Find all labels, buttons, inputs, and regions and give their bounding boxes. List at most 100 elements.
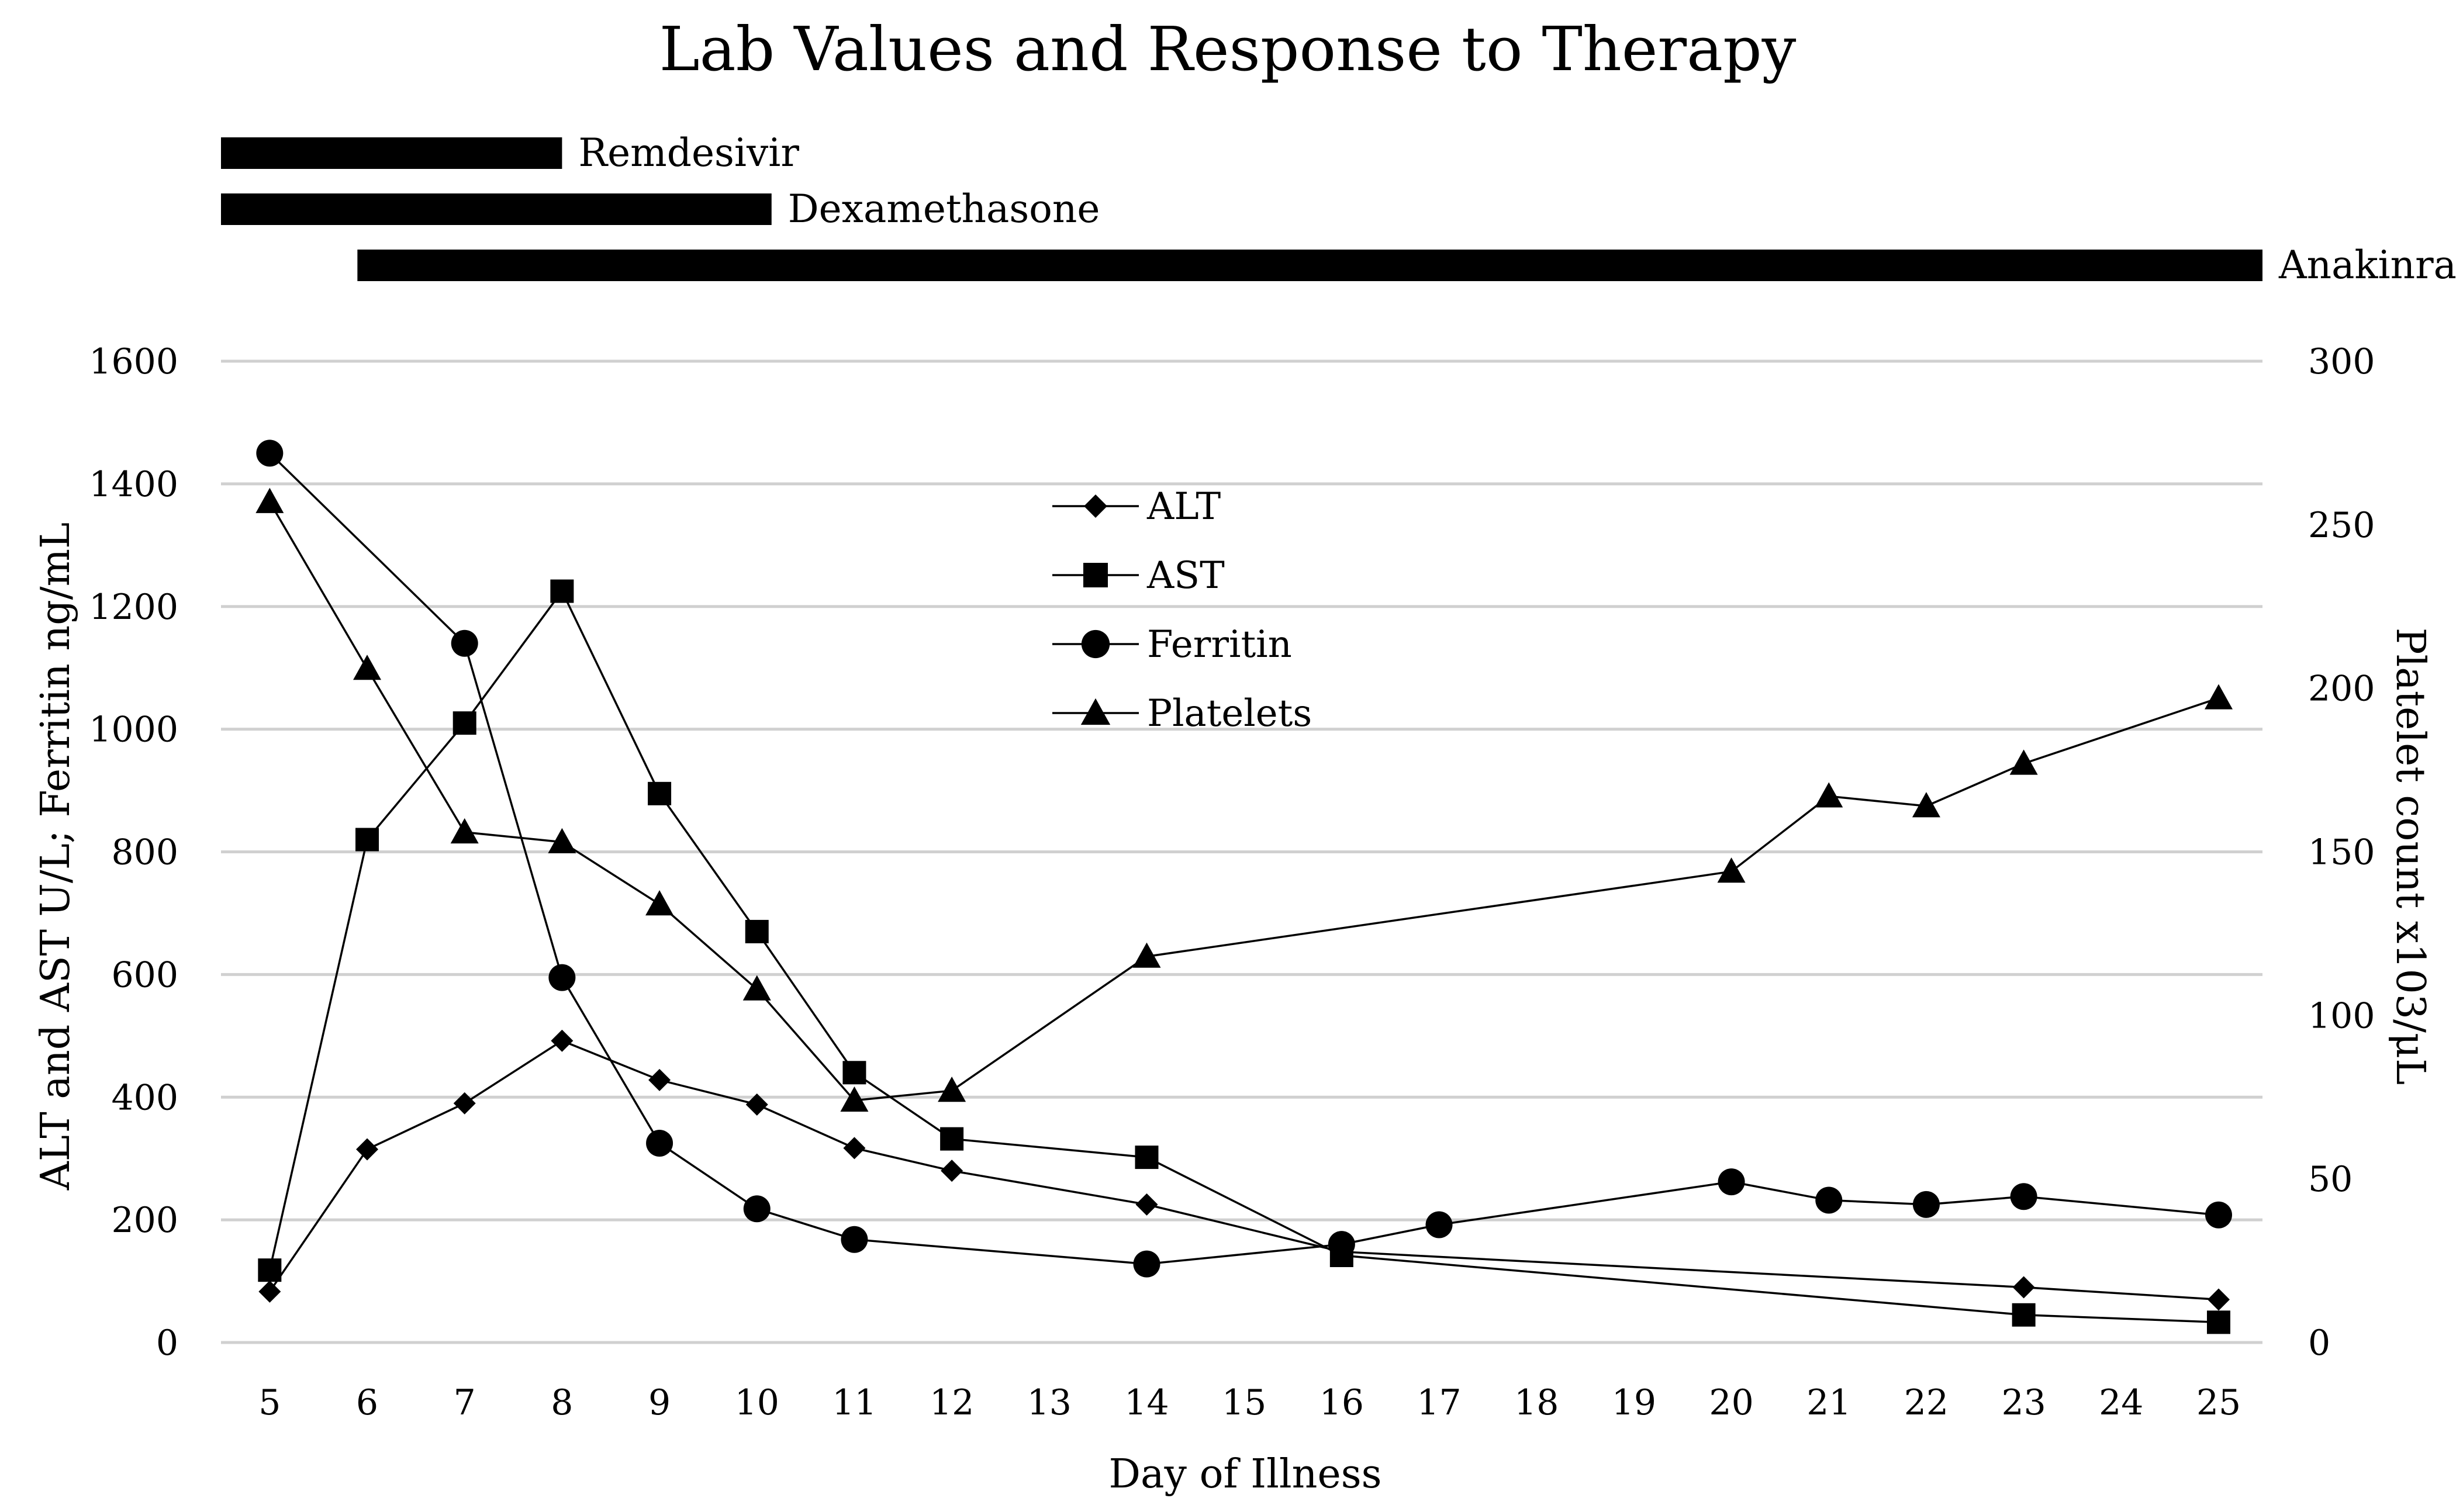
gridlines bbox=[221, 359, 2262, 1344]
left-axis-ticks: 0 200 400 600 800 1000 1200 1400 1600 bbox=[89, 341, 178, 1364]
series-line-alt bbox=[268, 1039, 2219, 1301]
data-point-ast bbox=[1135, 1146, 1159, 1170]
data-point-ferritin bbox=[743, 1195, 771, 1223]
data-point-platelets bbox=[353, 655, 382, 680]
x-tick-label: 7 bbox=[454, 1382, 476, 1423]
legend-item-alt: ALT bbox=[1052, 485, 1221, 528]
series-platelets bbox=[255, 487, 2233, 1112]
data-point-platelets bbox=[1815, 782, 1843, 808]
data-point-ferritin bbox=[841, 1226, 868, 1253]
y2-tick-label: 50 bbox=[2308, 1159, 2353, 1200]
y2-tick-label: 200 bbox=[2308, 669, 2375, 710]
data-point-ast bbox=[452, 711, 476, 735]
y-tick-label: 1200 bbox=[89, 587, 178, 628]
y2-tick-label: 100 bbox=[2308, 995, 2375, 1036]
data-point-ferritin bbox=[1425, 1211, 1453, 1238]
data-point-alt bbox=[843, 1137, 866, 1160]
data-point-ast bbox=[940, 1127, 964, 1151]
data-point-alt bbox=[648, 1068, 671, 1091]
series-line-platelets bbox=[268, 501, 2219, 1102]
y2-tick-label: 300 bbox=[2308, 341, 2375, 382]
data-point-ferritin bbox=[2010, 1183, 2037, 1210]
data-point-platelets bbox=[1912, 792, 1940, 818]
legend-label: AST bbox=[1146, 554, 1225, 597]
therapy-bars: Remdesivir Dexamethasone Anakinra bbox=[221, 130, 2457, 288]
data-point-ferritin bbox=[548, 964, 576, 991]
y-axis-title: ALT and AST U/L; Ferritin ng/mL bbox=[33, 523, 79, 1191]
data-point-platelets bbox=[255, 487, 284, 513]
x-tick-label: 17 bbox=[1417, 1382, 1461, 1423]
data-point-platelets bbox=[742, 975, 771, 1001]
data-point-ast bbox=[842, 1061, 866, 1085]
data-point-alt bbox=[745, 1093, 768, 1116]
data-point-ferritin bbox=[256, 440, 284, 467]
x-tick-label: 16 bbox=[1319, 1382, 1364, 1423]
legend-label: Ferritin bbox=[1147, 623, 1292, 666]
data-point-ast bbox=[2206, 1310, 2230, 1334]
y2-axis-title: Platelet count x103/μL bbox=[2387, 628, 2433, 1085]
x-tick-label: 18 bbox=[1514, 1382, 1559, 1423]
data-point-ast bbox=[550, 579, 574, 603]
data-point-alt bbox=[551, 1029, 574, 1052]
y-tick-label: 1400 bbox=[89, 464, 178, 505]
y-tick-label: 800 bbox=[111, 832, 178, 873]
data-point-platelets bbox=[938, 1077, 966, 1102]
data-point-ast bbox=[648, 781, 672, 805]
data-point-ast bbox=[745, 919, 769, 943]
data-point-ferritin bbox=[1328, 1231, 1355, 1258]
x-tick-label: 15 bbox=[1222, 1382, 1266, 1423]
series-alt bbox=[258, 1029, 2230, 1311]
therapy-label-remdesivir: Remdesivir bbox=[578, 130, 799, 175]
x-tick-label: 6 bbox=[356, 1382, 378, 1423]
legend-item-ferritin: Ferritin bbox=[1052, 623, 1292, 666]
chart-title: Lab Values and Response to Therapy bbox=[659, 13, 1797, 85]
y2-tick-label: 150 bbox=[2308, 832, 2375, 873]
series-line-ast bbox=[268, 589, 2219, 1324]
data-point-ferritin bbox=[1815, 1186, 1843, 1214]
legend-label: ALT bbox=[1146, 485, 1221, 528]
series-ferritin bbox=[256, 440, 2232, 1278]
data-point-platelets bbox=[2204, 684, 2233, 710]
legend-marker bbox=[1083, 563, 1108, 587]
data-point-platelets bbox=[2009, 749, 2038, 775]
data-point-ferritin bbox=[646, 1129, 673, 1157]
x-tick-label: 13 bbox=[1027, 1382, 1072, 1423]
legend-marker bbox=[1081, 629, 1110, 659]
legend-label: Platelets bbox=[1147, 692, 1312, 735]
data-point-platelets bbox=[840, 1086, 869, 1112]
data-point-alt bbox=[356, 1138, 379, 1161]
x-tick-label: 10 bbox=[735, 1382, 779, 1423]
x-axis-title: Day of Illness bbox=[1108, 1451, 1381, 1497]
x-tick-label: 23 bbox=[2001, 1382, 2046, 1423]
x-tick-label: 11 bbox=[832, 1382, 876, 1423]
legend: ALT AST Ferritin Platelets bbox=[1052, 485, 1312, 735]
data-point-platelets bbox=[450, 818, 479, 844]
x-tick-label: 20 bbox=[1709, 1382, 1753, 1423]
y-tick-label: 400 bbox=[111, 1077, 178, 1118]
y-tick-label: 600 bbox=[111, 954, 178, 995]
data-point-alt bbox=[258, 1280, 281, 1303]
x-tick-label: 25 bbox=[2196, 1382, 2241, 1423]
x-tick-label: 9 bbox=[648, 1382, 671, 1423]
data-point-ast bbox=[355, 828, 379, 852]
y-tick-label: 1000 bbox=[89, 710, 178, 750]
series-line-ferritin bbox=[269, 452, 2219, 1265]
x-tick-label: 8 bbox=[551, 1382, 573, 1423]
right-axis-ticks: 0 50 100 150 200 250 300 bbox=[2308, 341, 2375, 1364]
y-tick-label: 1600 bbox=[89, 341, 178, 382]
therapy-label-dexamethasone: Dexamethasone bbox=[788, 186, 1100, 231]
series bbox=[255, 440, 2233, 1334]
y-tick-label: 0 bbox=[156, 1323, 178, 1364]
x-tick-label: 22 bbox=[1904, 1382, 1949, 1423]
data-point-ast bbox=[2012, 1303, 2036, 1327]
data-point-platelets bbox=[645, 890, 674, 916]
data-point-ferritin bbox=[451, 629, 478, 657]
therapy-bar-dexamethasone bbox=[221, 193, 772, 225]
legend-marker bbox=[1084, 494, 1107, 518]
data-point-platelets bbox=[1717, 857, 1746, 883]
y-tick-label: 200 bbox=[111, 1200, 178, 1241]
data-point-ferritin bbox=[1718, 1168, 1745, 1196]
data-point-alt bbox=[2012, 1276, 2035, 1299]
x-tick-label: 12 bbox=[930, 1382, 974, 1423]
